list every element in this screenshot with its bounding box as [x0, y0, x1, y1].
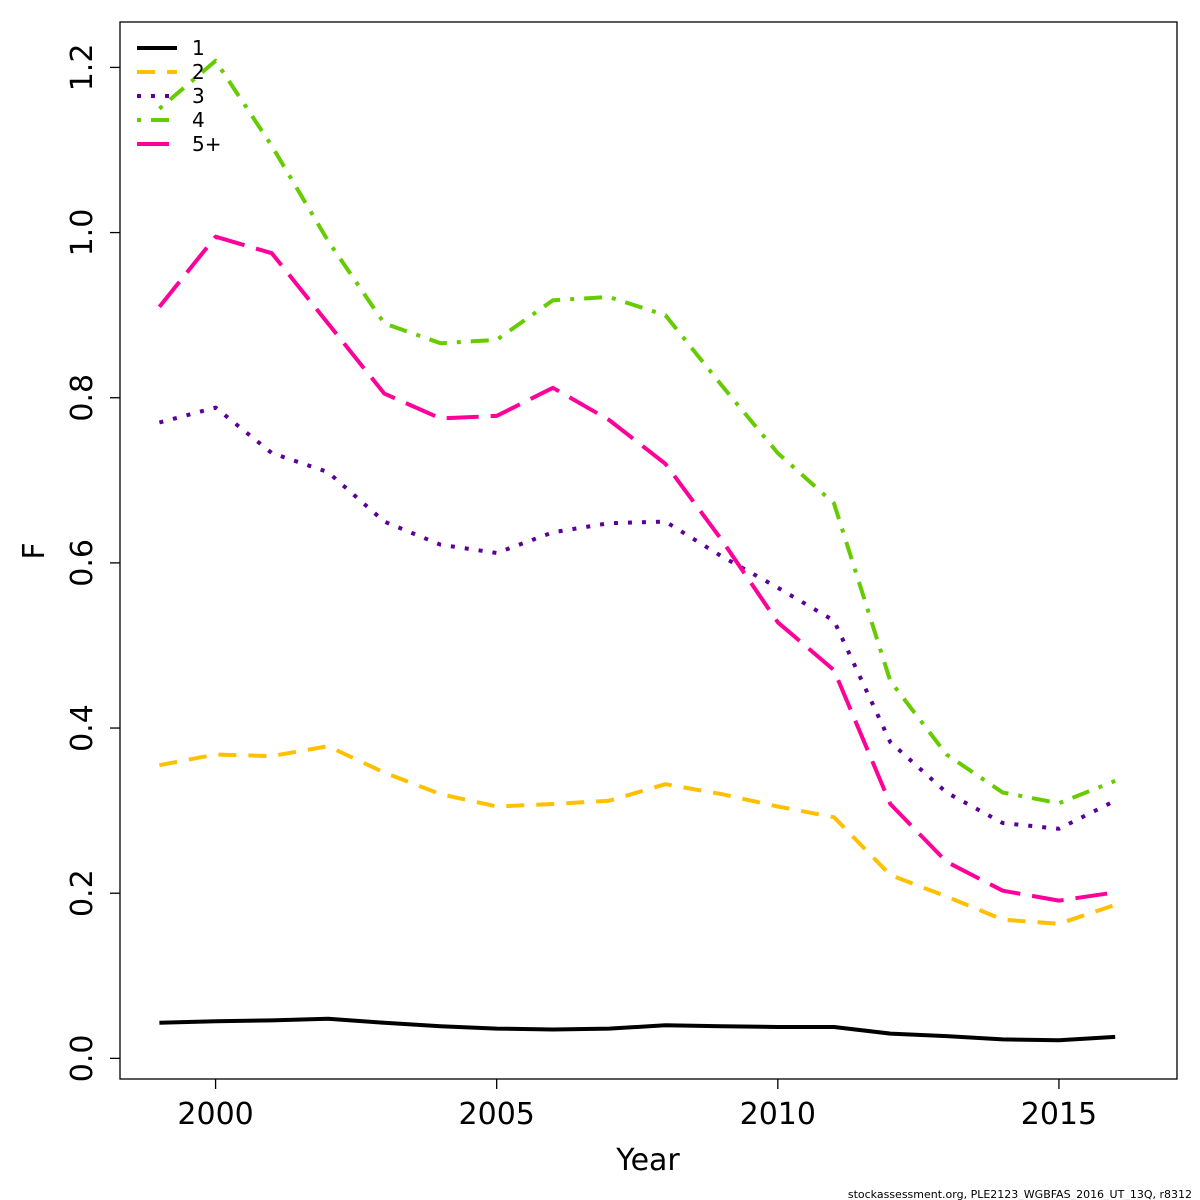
- y-tick-label: 0.8: [65, 374, 100, 422]
- x-tick-label: 2015: [1021, 1097, 1097, 1132]
- series-line-2: [159, 744, 1116, 926]
- y-tick-label: 0.4: [65, 704, 100, 752]
- legend-label: 1: [192, 36, 205, 60]
- y-tick-label: 1.0: [65, 209, 100, 257]
- x-axis-title: Year: [615, 1143, 680, 1178]
- series-line-3: [158, 405, 1117, 831]
- x-tick-label: 2005: [459, 1097, 535, 1132]
- y-tick-label: 0.2: [65, 869, 100, 917]
- legend-label: 4: [192, 108, 205, 132]
- y-tick-label: 1.2: [65, 44, 100, 92]
- y-axis: 0.0 0.2 0.4 0.6 0.8 1.0 1.2: [65, 44, 120, 1082]
- y-tick-label: 0.0: [65, 1034, 100, 1082]
- x-tick-label: 2000: [177, 1097, 253, 1132]
- series-line-1: [159, 1016, 1116, 1043]
- plot-frame: [119, 21, 1178, 1080]
- credit-text: stockassessment.org, PLE2123_WGBFAS_2016…: [848, 1188, 1192, 1200]
- legend-label: 3: [192, 84, 205, 108]
- legend-label: 2: [192, 60, 205, 84]
- series-line-4: [158, 58, 1116, 806]
- y-axis-title: F: [17, 542, 52, 559]
- x-axis: 2000 2005 2010 2015: [177, 1079, 1097, 1132]
- legend-label: 5+: [192, 132, 221, 156]
- x-tick-label: 2010: [740, 1097, 816, 1132]
- series-layer: [157, 58, 1117, 1043]
- y-tick-label: 0.6: [65, 539, 100, 587]
- series-line-5plus: [157, 234, 1116, 903]
